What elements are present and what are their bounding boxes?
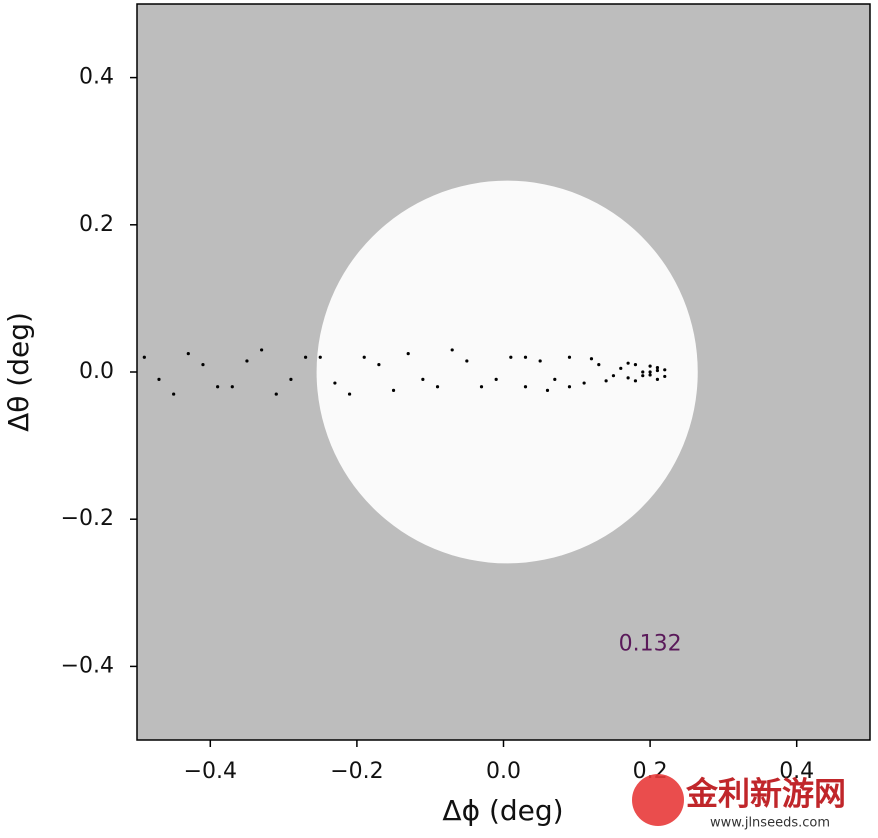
point <box>450 348 454 352</box>
point <box>619 366 623 370</box>
point <box>479 385 484 389</box>
watermark-logo <box>632 774 684 826</box>
point <box>391 388 396 392</box>
annotation: 0.132 <box>619 631 682 656</box>
point <box>553 377 557 381</box>
point <box>377 363 381 367</box>
y-tick-label: 0.4 <box>79 65 114 90</box>
x-axis-label: Δϕ (deg) <box>442 794 563 827</box>
point <box>655 377 660 381</box>
point <box>655 368 660 373</box>
point <box>333 381 337 385</box>
point <box>347 392 352 396</box>
point <box>633 379 638 383</box>
point <box>648 370 652 374</box>
point <box>260 348 264 352</box>
point <box>318 355 322 359</box>
point <box>494 377 498 381</box>
point <box>157 377 161 381</box>
point <box>142 355 146 359</box>
point <box>567 355 572 359</box>
point <box>648 373 652 377</box>
x-tick-label: 0.0 <box>486 759 521 784</box>
y-tick-label: −0.4 <box>61 653 114 678</box>
point <box>641 374 645 378</box>
point <box>582 381 586 385</box>
point <box>663 368 667 372</box>
point <box>597 363 601 367</box>
point <box>303 355 308 359</box>
y-tick-label: 0.2 <box>79 212 114 237</box>
x-tick-label: −0.4 <box>184 759 237 784</box>
point <box>201 363 205 367</box>
point <box>538 359 542 363</box>
point <box>406 352 410 356</box>
watermark: 金利新游网 www.jlnseeds.com <box>632 774 846 831</box>
y-axis-label: Δθ (deg) <box>2 312 35 432</box>
point <box>545 388 550 392</box>
point <box>648 364 652 368</box>
point <box>567 385 572 389</box>
point <box>655 365 660 370</box>
point <box>274 392 278 396</box>
point <box>186 352 190 356</box>
point <box>362 355 366 359</box>
y-tick-label: −0.2 <box>61 506 114 531</box>
x-tick-label: −0.2 <box>330 759 383 784</box>
point <box>611 374 616 378</box>
point <box>245 359 249 363</box>
point <box>289 377 293 381</box>
point <box>230 385 234 389</box>
point <box>523 385 528 389</box>
y-tick-label: 0.0 <box>79 359 114 384</box>
point <box>633 363 638 367</box>
point <box>589 357 594 361</box>
circle-region <box>316 180 698 564</box>
point <box>523 355 528 359</box>
point <box>421 377 425 381</box>
point <box>465 359 469 363</box>
point <box>626 361 630 365</box>
point <box>641 370 645 374</box>
point <box>509 355 513 359</box>
point <box>216 385 220 389</box>
point <box>663 374 667 379</box>
point <box>604 379 608 383</box>
watermark-name: 金利新游网 <box>685 775 846 811</box>
point <box>172 392 176 396</box>
x-tick-label: 0.4 <box>779 759 814 784</box>
watermark-url: www.jlnseeds.com <box>710 816 830 831</box>
point <box>626 376 630 380</box>
point <box>435 385 440 389</box>
